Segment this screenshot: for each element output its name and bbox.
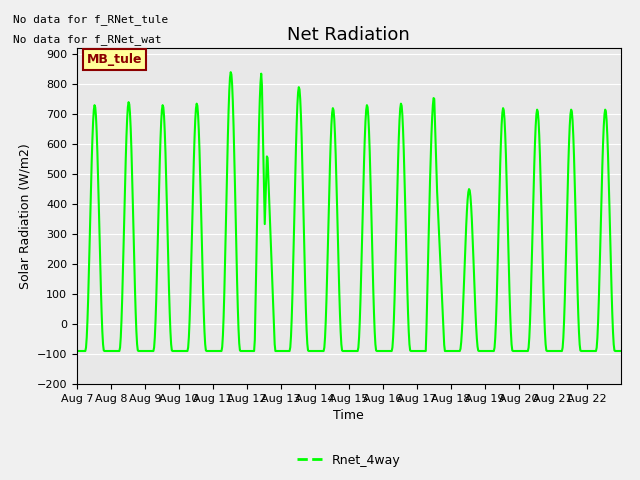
Legend: Rnet_4way: Rnet_4way — [292, 449, 406, 472]
Text: No data for f_RNet_tule: No data for f_RNet_tule — [13, 14, 168, 25]
Text: No data for f_RNet_wat: No data for f_RNet_wat — [13, 34, 161, 45]
X-axis label: Time: Time — [333, 409, 364, 422]
Y-axis label: Solar Radiation (W/m2): Solar Radiation (W/m2) — [18, 143, 31, 289]
Title: Net Radiation: Net Radiation — [287, 25, 410, 44]
Text: MB_tule: MB_tule — [87, 53, 143, 66]
